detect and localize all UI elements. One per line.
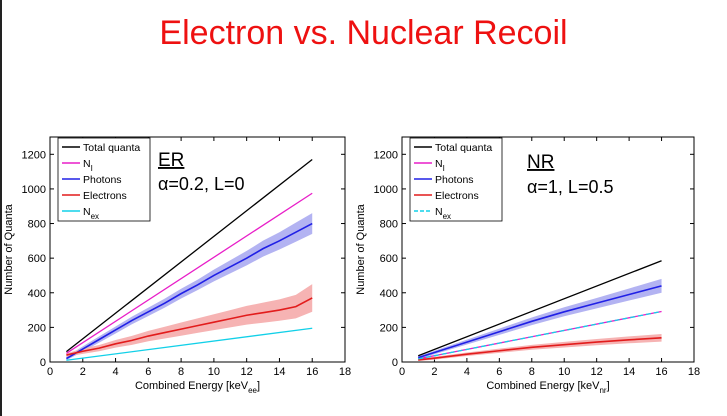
- photons-series-line: [65, 222, 313, 360]
- y-tick-label: 600: [380, 253, 398, 265]
- ni-series-line: [66, 192, 313, 354]
- slide-left-border: [0, 0, 2, 416]
- x-tick-label: 6: [496, 366, 502, 378]
- panel-heading: ER: [158, 150, 184, 171]
- electrons-uncertainty-band: [66, 284, 313, 357]
- legend-label-ni: NI: [435, 158, 445, 173]
- y-tick-label: 400: [380, 288, 398, 300]
- x-tick-label: 18: [339, 366, 351, 378]
- y-tick-label: 1200: [374, 149, 398, 161]
- plot-frame: [401, 136, 695, 363]
- y-tick-label: 600: [28, 253, 46, 265]
- slide-title: Electron vs. Nuclear Recoil: [159, 14, 568, 52]
- plot-frame: [49, 136, 346, 363]
- electrons-series-line: [418, 336, 662, 361]
- legend-label-nex: Nex: [83, 206, 99, 221]
- y-tick-label: 200: [28, 322, 46, 334]
- total-series-line: [65, 158, 313, 353]
- legend-label-total: Total quanta: [83, 142, 140, 154]
- y-tick-label: 1000: [374, 184, 398, 196]
- x-tick-label: 0: [399, 366, 405, 378]
- y-tick-label: 0: [40, 357, 46, 369]
- panel-heading: NR: [527, 152, 554, 173]
- nex-series-line: [418, 310, 662, 360]
- electrons-uncertainty-band: [418, 333, 662, 361]
- x-axis-label: Combined Energy [keVnr]: [486, 380, 609, 395]
- y-axis-label: Number of Quanta: [355, 203, 367, 294]
- x-tick-label: 12: [241, 366, 253, 378]
- y-tick-label: 800: [380, 219, 398, 231]
- legend-box: [57, 137, 151, 222]
- x-axis-label: Combined Energy [keVee]: [135, 380, 260, 395]
- chart-nr: 0 2 4 6 8 10 12 14 16 18 0 200 400 600 800 1000 1200 Comb…: [355, 136, 700, 395]
- legend-label-electrons: Electrons: [83, 190, 127, 202]
- x-tick-label: 0: [47, 366, 53, 378]
- x-tick-label: 18: [688, 366, 700, 378]
- legend-label-electrons: Electrons: [435, 190, 479, 202]
- legend-label-photons: Photons: [83, 174, 122, 186]
- legend-label-total: Total quanta: [435, 142, 492, 154]
- x-tick-label: 10: [208, 366, 220, 378]
- x-tick-label: 14: [623, 366, 635, 378]
- x-tick-label: 2: [431, 366, 437, 378]
- x-tick-label: 10: [558, 366, 570, 378]
- x-tick-label: 16: [655, 366, 667, 378]
- y-tick-label: 1000: [22, 184, 46, 196]
- legend-label-nex: Nex: [435, 206, 451, 221]
- x-tick-label: 2: [80, 366, 86, 378]
- total-series-line: [417, 260, 662, 357]
- x-tick-label: 8: [529, 366, 535, 378]
- y-tick-label: 800: [28, 219, 46, 231]
- electrons-series-line: [66, 297, 313, 356]
- x-tick-label: 8: [178, 366, 184, 378]
- panel-params: α=1, L=0.5: [527, 177, 613, 197]
- y-axis-label: Number of Quanta: [3, 203, 15, 294]
- x-tick-label: 14: [273, 366, 285, 378]
- y-tick-label: 400: [28, 288, 46, 300]
- x-tick-label: 4: [112, 366, 118, 378]
- photons-uncertainty-band: [66, 213, 313, 361]
- x-tick-label: 6: [145, 366, 151, 378]
- x-tick-label: 12: [591, 366, 603, 378]
- photons-series-line: [417, 285, 662, 359]
- legend-label-photons: Photons: [435, 174, 474, 186]
- panel-params: α=0.2, L=0: [158, 174, 244, 194]
- legend-label-ni: NI: [83, 158, 93, 173]
- y-tick-label: 0: [392, 357, 398, 369]
- nex-series-line: [66, 327, 313, 361]
- x-tick-label: 16: [306, 366, 318, 378]
- y-tick-label: 1200: [22, 149, 46, 161]
- chart-er: 0 2 4 6 8 10 12 14 16 18 0 200 400 600 800 1000 1200 Comb…: [3, 136, 351, 395]
- y-tick-label: 200: [380, 322, 398, 334]
- x-tick-label: 4: [464, 366, 470, 378]
